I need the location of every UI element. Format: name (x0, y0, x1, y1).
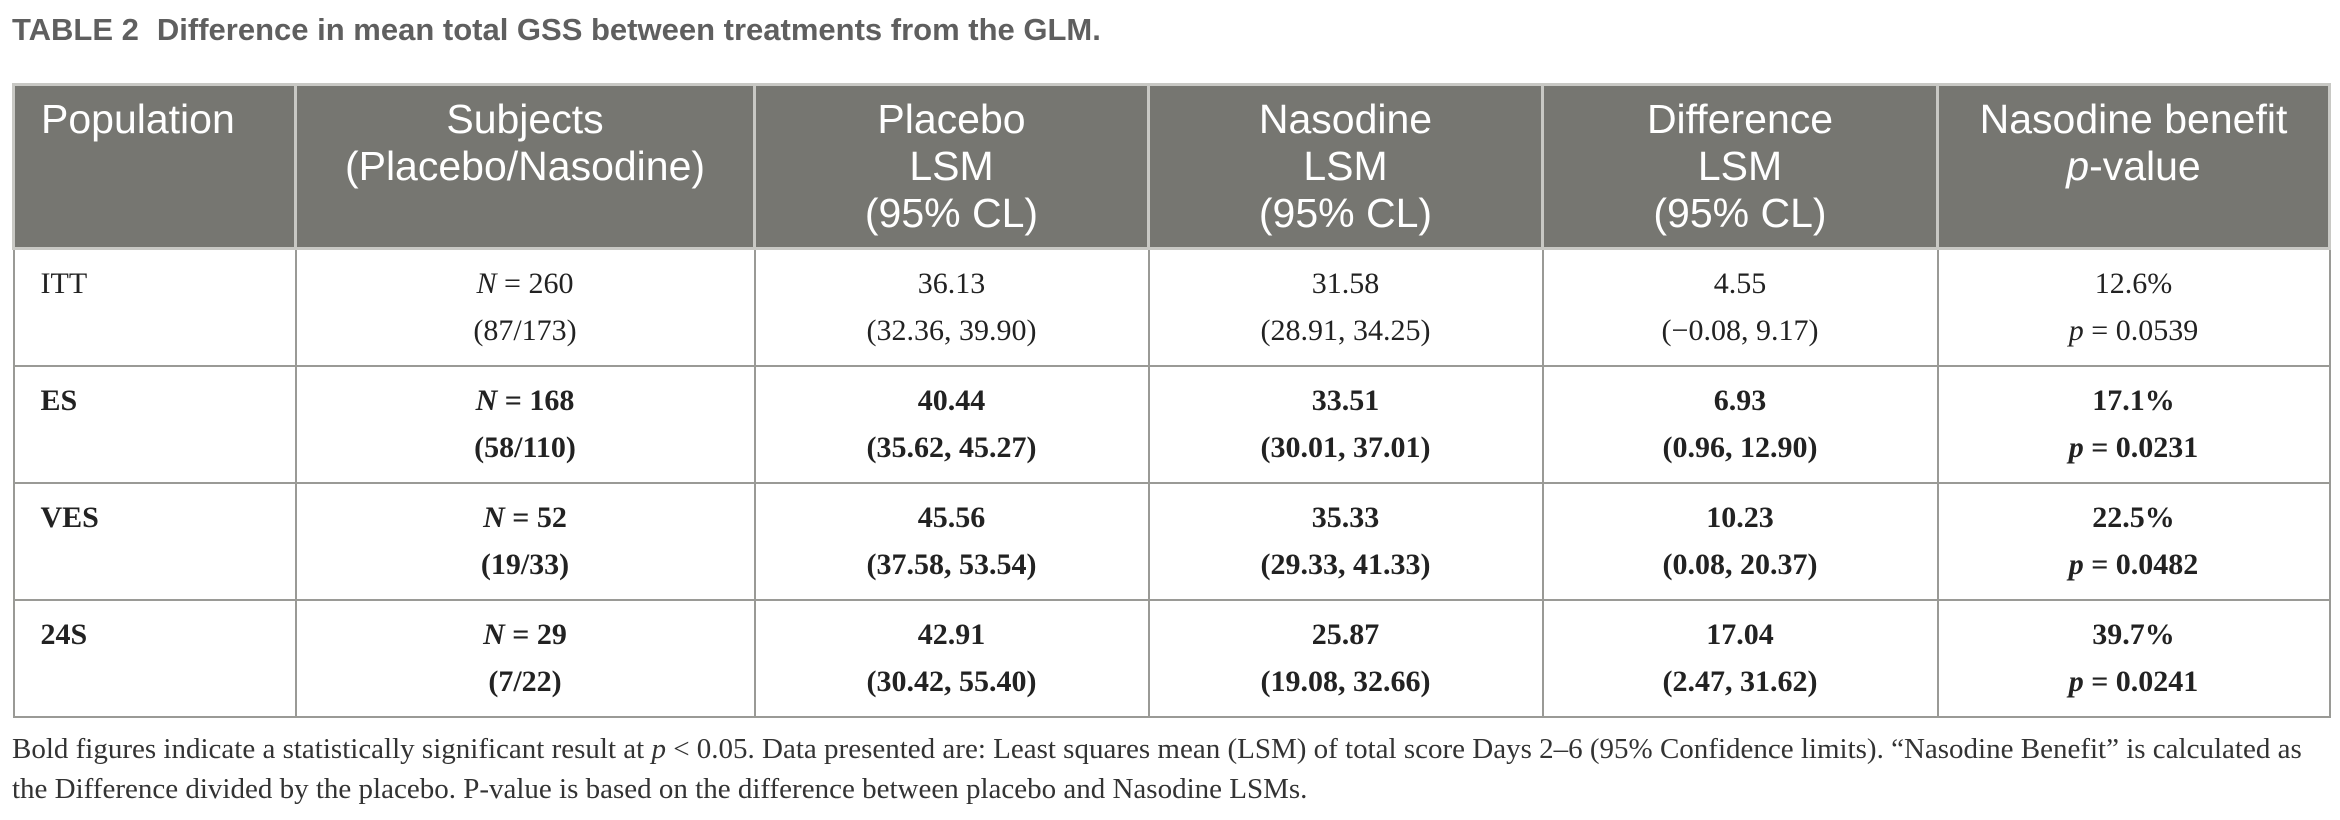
cell-benefit: 17.1% p = 0.0231 (1936, 364, 2331, 484)
cell-placebo: 42.91 (30.42, 55.40) (753, 598, 1150, 718)
header-row: Population Subjects (Placebo/Nasodine) P… (12, 83, 2331, 250)
cell-subjects: N = 52 (19/33) (294, 481, 756, 601)
cell-difference: 10.23 (0.08, 20.37) (1541, 481, 1939, 601)
cell-nasodine: 33.51 (30.01, 37.01) (1147, 364, 1544, 484)
table-row: ITT N = 260 (87/173) 36.13 (32.36, 39.90… (12, 247, 2331, 367)
cell-subjects: N = 29 (7/22) (294, 598, 756, 718)
table-footnote: Bold figures indicate a statistically si… (12, 733, 2302, 805)
header-p-italic: p (2066, 143, 2090, 189)
cell-difference: 6.93 (0.96, 12.90) (1541, 364, 1939, 484)
table-title: Difference in mean total GSS between tre… (156, 12, 1101, 47)
cell-difference: 4.55 (−0.08, 9.17) (1541, 247, 1939, 367)
header-nasodine-lsm: Nasodine LSM (95% CL) (1147, 83, 1544, 250)
cell-nasodine: 35.33 (29.33, 41.33) (1147, 481, 1544, 601)
cell-population: ES (12, 364, 297, 484)
cell-subjects: N = 260 (87/173) (294, 247, 756, 367)
cell-benefit: 22.5% p = 0.0482 (1936, 481, 2331, 601)
header-placebo-lsm: Placebo LSM (95% CL) (753, 83, 1150, 250)
results-table: Population Subjects (Placebo/Nasodine) P… (12, 83, 2331, 718)
cell-difference: 17.04 (2.47, 31.62) (1541, 598, 1939, 718)
cell-placebo: 40.44 (35.62, 45.27) (753, 364, 1150, 484)
table-caption: TABLE 2 Difference in mean total GSS betw… (12, 12, 1101, 48)
header-subjects: Subjects (Placebo/Nasodine) (294, 83, 756, 250)
cell-nasodine: 31.58 (28.91, 34.25) (1147, 247, 1544, 367)
cell-benefit: 39.7% p = 0.0241 (1936, 598, 2331, 718)
table-row: ES N = 168 (58/110) 40.44 (35.62, 45.27)… (12, 364, 2331, 484)
cell-subjects: N = 168 (58/110) (294, 364, 756, 484)
cell-benefit: 12.6% p = 0.0539 (1936, 247, 2331, 367)
table-row: 24S N = 29 (7/22) 42.91 (30.42, 55.40) 2… (12, 598, 2331, 718)
cell-population: VES (12, 481, 297, 601)
header-difference-lsm: Difference LSM (95% CL) (1541, 83, 1939, 250)
header-population: Population (12, 83, 297, 250)
cell-population: ITT (12, 247, 297, 367)
cell-population: 24S (12, 598, 297, 718)
cell-placebo: 45.56 (37.58, 53.54) (753, 481, 1150, 601)
cell-nasodine: 25.87 (19.08, 32.66) (1147, 598, 1544, 718)
table-row: VES N = 52 (19/33) 45.56 (37.58, 53.54) … (12, 481, 2331, 601)
table-label: TABLE 2 (12, 12, 139, 47)
header-benefit-pvalue: Nasodine benefit p-value (1936, 83, 2331, 250)
cell-placebo: 36.13 (32.36, 39.90) (753, 247, 1150, 367)
